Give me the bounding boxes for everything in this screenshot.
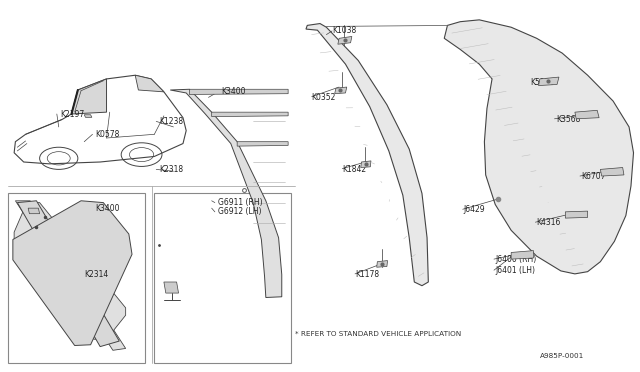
- Text: K3568: K3568: [556, 115, 580, 124]
- Text: K5170: K5170: [531, 78, 555, 87]
- Polygon shape: [361, 161, 371, 167]
- Text: K0352: K0352: [312, 93, 336, 102]
- Bar: [154, 193, 291, 363]
- Polygon shape: [15, 201, 125, 350]
- Text: K4316: K4316: [537, 218, 561, 227]
- Text: J6429: J6429: [463, 205, 485, 215]
- Text: K1038: K1038: [333, 26, 357, 35]
- Text: A985P-0001: A985P-0001: [540, 353, 584, 359]
- Polygon shape: [539, 77, 559, 86]
- Text: * REFER TO STANDARD VEHICLE APPLICATION: * REFER TO STANDARD VEHICLE APPLICATION: [294, 331, 461, 337]
- Text: K2197: K2197: [60, 109, 84, 119]
- Polygon shape: [377, 260, 388, 267]
- Polygon shape: [189, 89, 288, 94]
- Text: K2318: K2318: [159, 165, 184, 174]
- Text: G6912 (LH): G6912 (LH): [218, 207, 262, 217]
- Polygon shape: [335, 87, 347, 94]
- Text: J6401 (LH): J6401 (LH): [495, 266, 535, 275]
- Polygon shape: [13, 201, 132, 346]
- Polygon shape: [575, 110, 599, 119]
- Text: K6707: K6707: [581, 172, 606, 181]
- Polygon shape: [72, 79, 106, 114]
- Polygon shape: [212, 112, 288, 116]
- Polygon shape: [14, 203, 125, 339]
- Text: J6400 (RH): J6400 (RH): [495, 255, 536, 264]
- Polygon shape: [600, 167, 624, 176]
- Polygon shape: [306, 23, 428, 286]
- Polygon shape: [237, 142, 288, 146]
- Text: K2314: K2314: [84, 270, 108, 279]
- Polygon shape: [444, 20, 634, 274]
- Polygon shape: [17, 201, 119, 347]
- Bar: [8, 193, 145, 363]
- Text: K1842: K1842: [342, 165, 367, 174]
- Polygon shape: [164, 282, 179, 293]
- Polygon shape: [84, 115, 92, 117]
- Text: K1238: K1238: [159, 117, 184, 126]
- Polygon shape: [14, 75, 186, 164]
- Polygon shape: [28, 208, 40, 214]
- Text: G6911 (RH): G6911 (RH): [218, 198, 262, 207]
- Polygon shape: [338, 36, 352, 44]
- Polygon shape: [565, 211, 588, 218]
- Text: K3400: K3400: [221, 87, 246, 96]
- Text: K3400: K3400: [96, 203, 120, 213]
- Text: K1178: K1178: [355, 270, 379, 279]
- Polygon shape: [511, 251, 534, 259]
- Polygon shape: [170, 89, 282, 298]
- Polygon shape: [135, 75, 164, 92]
- Text: K0578: K0578: [96, 130, 120, 139]
